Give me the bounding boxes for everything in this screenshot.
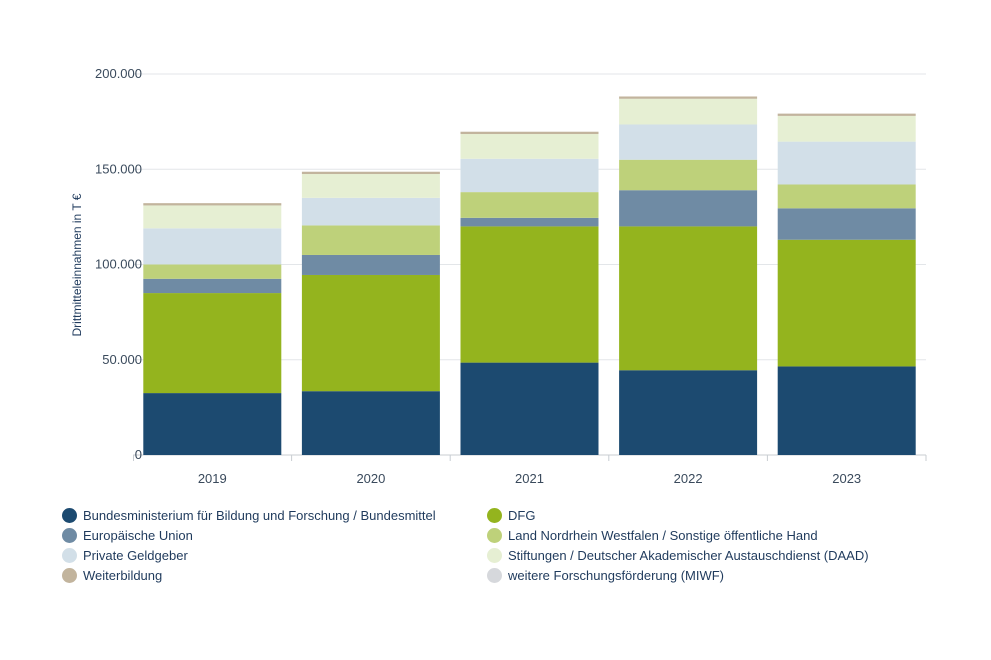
bar-segment (619, 370, 758, 455)
bar-segment (143, 205, 282, 229)
bar-segment (143, 264, 282, 279)
bar-segment (619, 159, 758, 191)
legend-marker-icon (62, 568, 77, 583)
x-tick-label: 2020 (356, 471, 385, 486)
legend-item[interactable]: Private Geldgeber (62, 547, 487, 564)
bar-segment (301, 254, 440, 275)
legend-label: Europäische Union (83, 528, 193, 543)
bar-segment (143, 203, 282, 206)
bar-segment (777, 208, 916, 240)
legend-marker-icon (62, 508, 77, 523)
x-tick-label: 2019 (198, 471, 227, 486)
bar-segment (301, 197, 440, 226)
bar-segment (301, 174, 440, 198)
x-tick-label: 2021 (515, 471, 544, 486)
bar-segment (619, 226, 758, 371)
bar-segment (460, 131, 599, 135)
bar-segment (301, 225, 440, 255)
bar-segment (460, 226, 599, 363)
bar-segment (143, 293, 282, 394)
bar-segment (777, 113, 916, 116)
legend-label: Stiftungen / Deutscher Akademischer Aust… (508, 548, 869, 563)
bar-segment (777, 366, 916, 455)
bar-segment (143, 393, 282, 455)
legend-item[interactable]: Bundesministerium für Bildung und Forsch… (62, 507, 487, 524)
legend-label: Land Nordrhein Westfalen / Sonstige öffe… (508, 528, 818, 543)
legend-marker-icon (487, 528, 502, 543)
legend-item[interactable]: Land Nordrhein Westfalen / Sonstige öffe… (487, 527, 917, 544)
x-axis-ticks: 2019 2020 2021 2022 2023 (133, 455, 927, 486)
bar-segment (460, 192, 599, 218)
bar-segment (460, 362, 599, 455)
y-tick-label: 0 (135, 447, 142, 462)
stacked-bar-chart: 0 50.000 100.000 150.000 200.000 2019 2020 202… (70, 66, 927, 486)
bar-segment (619, 190, 758, 227)
bar-segment (301, 391, 440, 455)
legend-label: weitere Forschungsförderung (MIWF) (508, 568, 725, 583)
y-tick-label: 100.000 (95, 257, 142, 272)
y-tick-label: 150.000 (95, 161, 142, 176)
legend: Bundesministerium für Bildung und Forsch… (62, 507, 942, 584)
bar-segment (301, 274, 440, 392)
bar-segment (777, 184, 916, 209)
x-tick-label: 2022 (674, 471, 703, 486)
legend-label: Private Geldgeber (83, 548, 188, 563)
legend-marker-icon (487, 568, 502, 583)
bar-segment (301, 171, 440, 175)
legend-label: DFG (508, 508, 536, 523)
legend-item[interactable]: weitere Forschungsförderung (MIWF) (487, 567, 917, 584)
legend-marker-icon (487, 508, 502, 523)
bar-segment (143, 228, 282, 265)
legend-item[interactable]: Stiftungen / Deutscher Akademischer Aust… (487, 547, 917, 564)
bars (143, 96, 916, 455)
bar-segment (143, 278, 282, 294)
bar-segment (460, 158, 599, 193)
legend-item[interactable]: Weiterbildung (62, 567, 487, 584)
bar-segment (777, 141, 916, 185)
x-tick-label: 2023 (832, 471, 861, 486)
bar-segment (460, 217, 599, 227)
y-tick-label: 200.000 (95, 66, 142, 81)
y-tick-label: 50.000 (102, 352, 142, 367)
bar-segment (777, 115, 916, 142)
y-axis-title: Drittmitteleinnahmen in T € (70, 193, 84, 336)
legend-label: Weiterbildung (83, 568, 163, 583)
bar-segment (460, 134, 599, 159)
legend-label: Bundesministerium für Bildung und Forsch… (83, 508, 436, 523)
bar-segment (619, 96, 758, 99)
bar-segment (619, 124, 758, 160)
y-axis-ticks: 0 50.000 100.000 150.000 200.000 (95, 66, 142, 462)
bar-segment (619, 98, 758, 125)
legend-item[interactable]: DFG (487, 507, 917, 524)
bar-segment (777, 239, 916, 367)
legend-item[interactable]: Europäische Union (62, 527, 487, 544)
legend-marker-icon (487, 548, 502, 563)
legend-marker-icon (62, 548, 77, 563)
legend-marker-icon (62, 528, 77, 543)
